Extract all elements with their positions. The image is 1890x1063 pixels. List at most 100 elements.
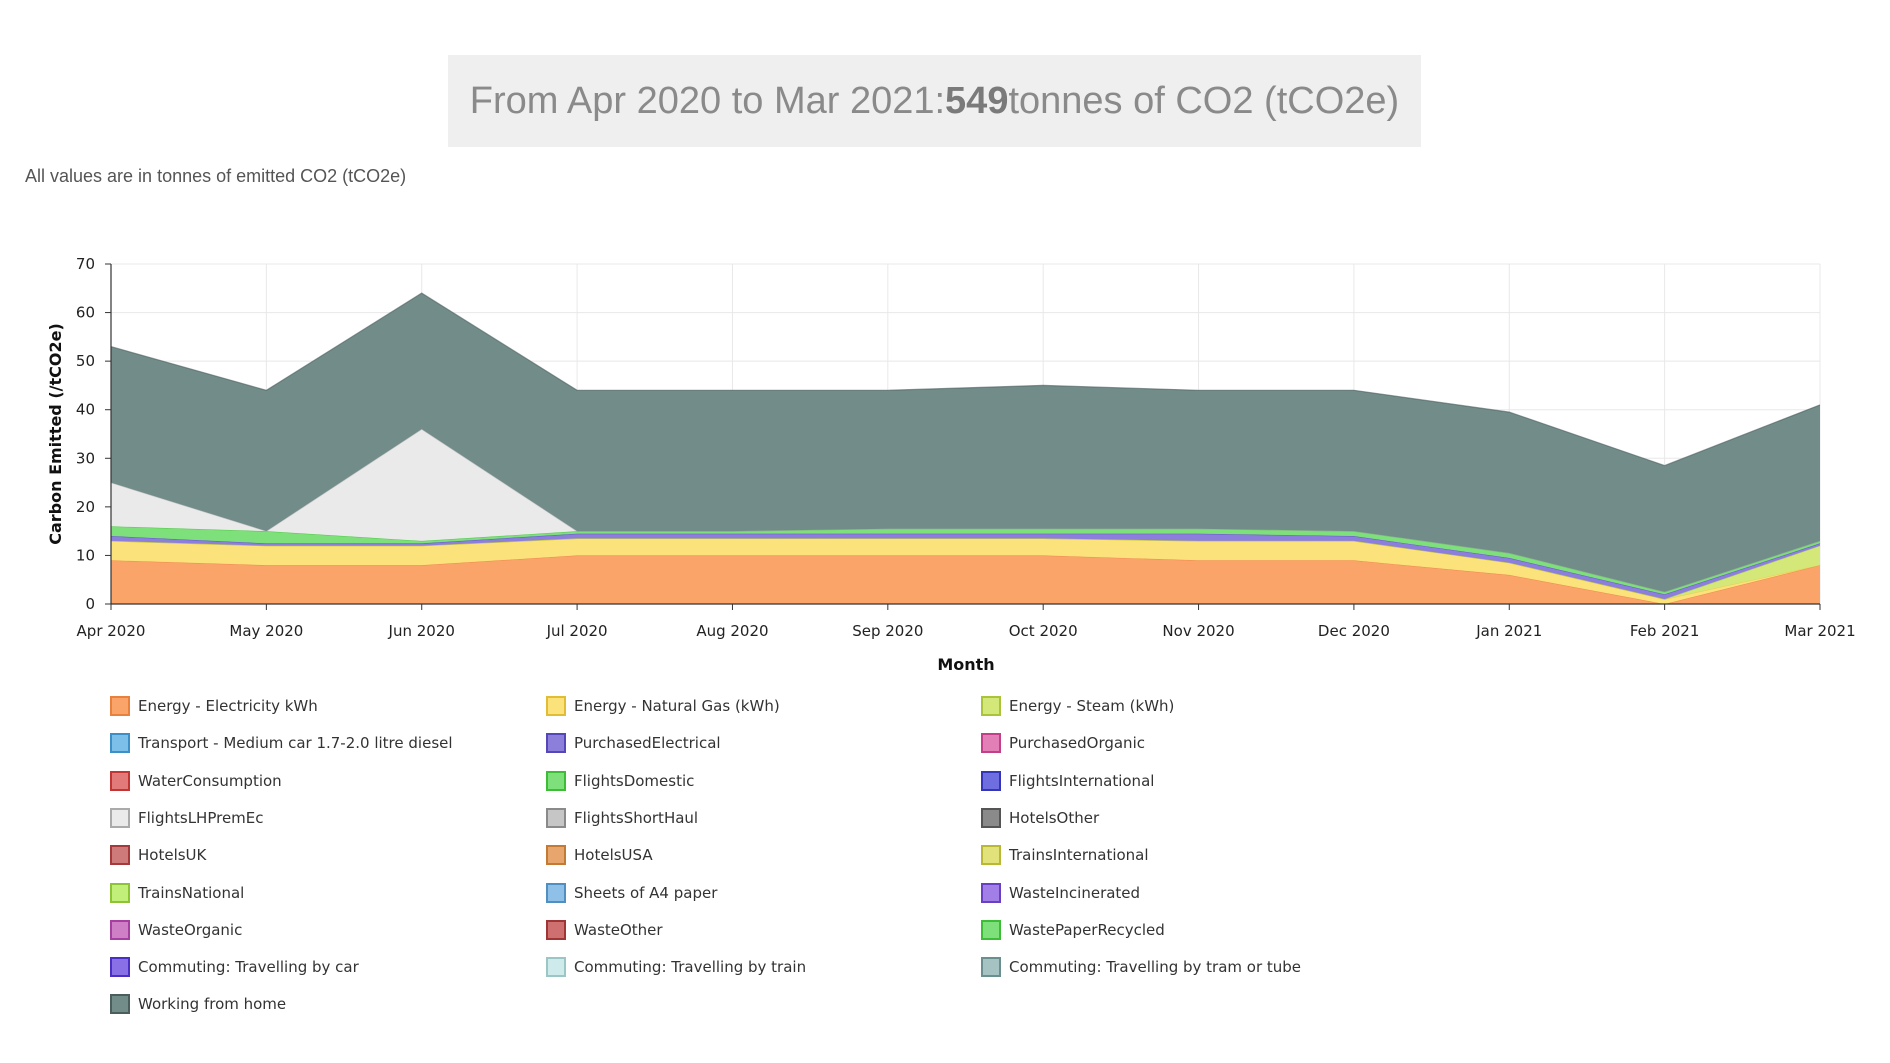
total-emissions-banner: From Apr 2020 to Mar 2021: 549 tonnes of…	[448, 55, 1421, 147]
legend-item[interactable]: Energy - Steam (kWh)	[981, 693, 1174, 719]
x-tick-label: Jul 2020	[546, 622, 608, 640]
area-energy-natural-gas-kwh-	[111, 538, 1820, 604]
area-purchasedelectrical	[111, 533, 1820, 600]
legend-item[interactable]: Commuting: Travelling by tram or tube	[981, 954, 1301, 980]
legend-label: PurchasedElectrical	[574, 734, 721, 753]
legend-swatch	[981, 919, 1001, 940]
legend-label: WasteOther	[574, 920, 663, 939]
legend-swatch	[546, 770, 566, 791]
legend-item[interactable]: HotelsUK	[110, 842, 206, 868]
chart-areas	[110, 292, 1821, 605]
x-tick-label: May 2020	[229, 622, 303, 640]
x-tick-label: Feb 2021	[1630, 622, 1700, 640]
legend-label: WaterConsumption	[138, 771, 282, 790]
legend-label: Sheets of A4 paper	[574, 883, 718, 902]
legend-label: FlightsDomestic	[574, 771, 695, 790]
legend-swatch	[546, 807, 566, 828]
legend-swatch	[110, 882, 130, 903]
legend-swatch	[110, 957, 130, 978]
area-energy-electricity-kwh	[111, 555, 1820, 604]
legend-item[interactable]: PurchasedElectrical	[546, 730, 721, 756]
legend-label: WastePaperRecycled	[1009, 920, 1165, 939]
legend-item[interactable]: Energy - Electricity kWh	[110, 693, 318, 719]
legend-swatch	[546, 919, 566, 940]
legend-item[interactable]: WastePaperRecycled	[981, 917, 1165, 943]
emissions-area-chart: 0 10 20 30 40 50 60 70 Apr 2020 May 2020 Jun 2020 J…	[46, 255, 1856, 674]
banner-suffix: tonnes of CO2 (tCO2e)	[1008, 79, 1400, 122]
legend-swatch	[981, 733, 1001, 754]
legend-swatch	[981, 807, 1001, 828]
legend-label: FlightsInternational	[1009, 771, 1155, 790]
legend-swatch	[110, 994, 130, 1015]
legend-swatch	[110, 919, 130, 940]
legend-item[interactable]: FlightsLHPremEc	[110, 805, 264, 831]
legend-label: PurchasedOrganic	[1009, 734, 1145, 753]
legend-swatch	[110, 696, 130, 716]
legend-swatch	[981, 882, 1001, 903]
legend-label: TrainsInternational	[1009, 846, 1149, 865]
area-edge	[110, 292, 1821, 467]
x-tick-label: Apr 2020	[77, 622, 146, 640]
legend-swatch	[546, 957, 566, 978]
legend-label: Commuting: Travelling by tram or tube	[1009, 958, 1302, 977]
legend-label: Energy - Natural Gas (kWh)	[574, 697, 780, 715]
legend-item[interactable]: FlightsShortHaul	[546, 805, 698, 831]
legend-label: TrainsNational	[138, 883, 245, 902]
legend-swatch	[981, 845, 1001, 866]
y-axis-label: Carbon Emitted (/tCO2e)	[46, 323, 65, 545]
legend-item[interactable]: Transport - Medium car 1.7-2.0 litre die…	[110, 730, 453, 756]
legend-label: HotelsOther	[1009, 808, 1100, 827]
x-tick-label: Nov 2020	[1162, 622, 1234, 640]
area-working-from-home	[111, 293, 1820, 592]
legend-item[interactable]: TrainsInternational	[981, 842, 1149, 868]
legend-item[interactable]: WasteIncinerated	[981, 880, 1140, 906]
legend-item[interactable]: FlightsInternational	[981, 768, 1154, 794]
legend-swatch	[981, 696, 1001, 716]
y-tick-label: 50	[76, 352, 95, 370]
legend-swatch	[110, 807, 130, 828]
legend-label: HotelsUSA	[574, 846, 653, 865]
x-tick-label: Oct 2020	[1009, 622, 1078, 640]
legend-item[interactable]: WaterConsumption	[110, 768, 282, 794]
banner-total: 549	[945, 79, 1009, 122]
x-axis-label: Month	[937, 655, 994, 674]
legend-item[interactable]: TrainsNational	[110, 880, 244, 906]
legend-item[interactable]: HotelsUSA	[546, 842, 653, 868]
y-tick-label: 10	[76, 546, 95, 564]
y-tick-label: 0	[85, 595, 95, 613]
legend-item[interactable]: PurchasedOrganic	[981, 730, 1145, 756]
legend-item[interactable]: FlightsDomestic	[546, 768, 694, 794]
x-tick-label: Sep 2020	[852, 622, 923, 640]
legend-swatch	[110, 733, 130, 754]
legend-item[interactable]: Working from home	[110, 991, 286, 1017]
legend-item[interactable]: WasteOther	[546, 917, 663, 943]
legend-swatch	[110, 770, 130, 791]
legend-item[interactable]: WasteOrganic	[110, 917, 242, 943]
y-tick-label: 40	[76, 401, 95, 419]
legend-item[interactable]: Sheets of A4 paper	[546, 880, 717, 906]
legend-label: FlightsLHPremEc	[138, 808, 264, 827]
legend-label: WasteOrganic	[138, 920, 243, 939]
legend-item[interactable]: Commuting: Travelling by train	[546, 954, 806, 980]
banner-prefix: From Apr 2020 to Mar 2021:	[469, 79, 946, 122]
legend-swatch	[981, 770, 1001, 791]
y-tick-label: 20	[76, 498, 95, 516]
legend-item[interactable]: HotelsOther	[981, 805, 1099, 831]
legend-label: Transport - Medium car 1.7-2.0 litre die…	[138, 734, 453, 753]
legend-label: HotelsUK	[138, 846, 207, 865]
legend-item[interactable]: Commuting: Travelling by car	[110, 954, 359, 980]
legend-swatch	[546, 845, 566, 866]
x-tick-label: Jan 2021	[1475, 622, 1542, 640]
y-tick-label: 30	[76, 449, 95, 467]
legend-label: FlightsShortHaul	[574, 808, 699, 827]
area-flightsdomestic	[111, 526, 1820, 595]
x-tick-label: Jun 2020	[388, 622, 455, 640]
legend-label: WasteIncinerated	[1009, 883, 1141, 902]
legend-swatch	[981, 957, 1001, 978]
legend-item[interactable]: Energy - Natural Gas (kWh)	[546, 693, 780, 719]
legend-swatch	[546, 733, 566, 754]
y-tick-label: 70	[76, 255, 95, 273]
legend-label: Commuting: Travelling by car	[138, 958, 359, 977]
legend-label: Working from home	[138, 995, 287, 1014]
legend-swatch	[110, 845, 130, 866]
